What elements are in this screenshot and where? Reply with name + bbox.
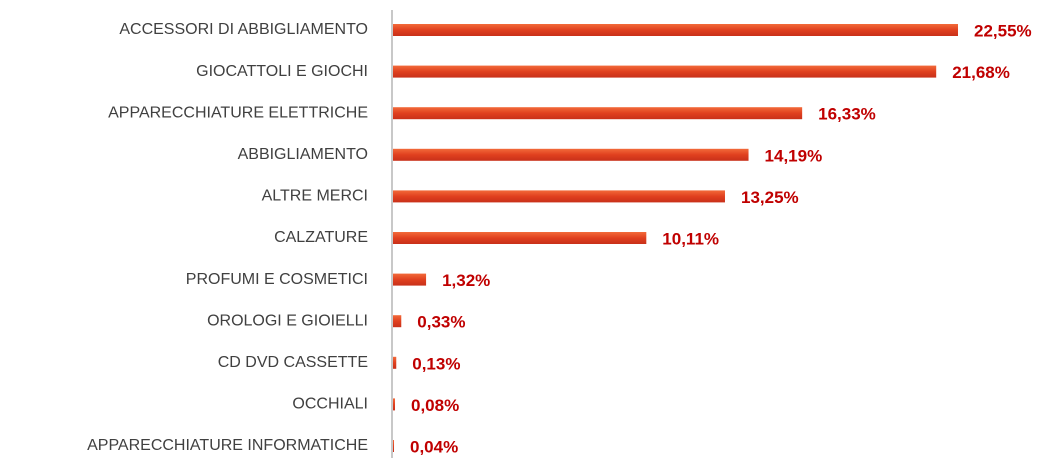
value-label: 0,13%	[412, 354, 460, 373]
bar	[393, 398, 396, 411]
value-label: 0,33%	[417, 313, 465, 332]
category-label: OROLOGI E GIOIELLI	[207, 312, 368, 329]
bar	[393, 440, 395, 452]
value-label: 0,08%	[411, 396, 459, 415]
category-label: CD DVD CASSETTE	[218, 354, 368, 371]
bar	[393, 190, 725, 203]
value-label: 21,68%	[952, 63, 1010, 82]
value-label: 16,33%	[818, 105, 876, 124]
bar	[393, 232, 647, 244]
category-label: CALZATURE	[274, 229, 368, 246]
bar	[393, 65, 937, 78]
category-label: GIOCATTOLI E GIOCHI	[196, 63, 368, 80]
value-label: 0,04%	[410, 437, 458, 456]
value-label: 14,19%	[765, 146, 823, 165]
category-label: ACCESSORI DI ABBIGLIAMENTO	[119, 21, 368, 38]
value-label: 13,25%	[741, 188, 799, 207]
value-label: 10,11%	[662, 229, 719, 248]
category-label: PROFUMI E COSMETICI	[186, 271, 368, 288]
category-label: APPARECCHIATURE INFORMATICHE	[87, 437, 368, 454]
bar	[393, 356, 397, 369]
bar	[393, 315, 402, 328]
category-label: ALTRE MERCI	[262, 188, 368, 205]
bar	[393, 24, 958, 36]
category-label: ABBIGLIAMENTO	[238, 146, 368, 163]
category-label: APPARECCHIATURE ELETTRICHE	[108, 104, 368, 121]
bar	[393, 273, 427, 286]
bar	[393, 107, 803, 120]
bar	[393, 148, 749, 161]
category-label: OCCHIALI	[292, 396, 368, 413]
value-label: 22,55%	[974, 21, 1032, 40]
value-label: 1,32%	[442, 271, 490, 290]
